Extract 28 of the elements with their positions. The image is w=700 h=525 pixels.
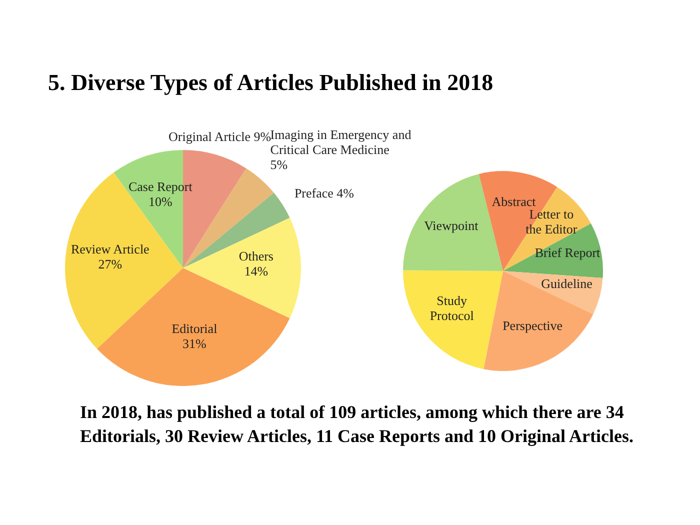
data-label: 10% xyxy=(148,194,172,209)
slice-label: Review Article xyxy=(70,242,150,257)
data-label: 5% xyxy=(270,156,288,172)
data-label: 31% xyxy=(182,336,207,351)
chart-title: 5. Diverse Types of Articles Published in 2018 xyxy=(48,70,494,96)
pie-slice xyxy=(403,270,503,370)
slice-label: Imaging in Emergency and Critical Care Medicine xyxy=(270,126,412,157)
data-label: 27% xyxy=(98,256,122,272)
slice-label: Abstract xyxy=(492,194,536,209)
slice-label: Study Protocol xyxy=(430,293,474,324)
text: In 2018, has published a total of 109 articles, among which there are 34 Editorials, 30 Review Articles, 11 Case Reports and 10 Original Articles. xyxy=(80,401,634,448)
pie-slice xyxy=(503,223,603,278)
slice-label: Preface 4% xyxy=(294,185,354,200)
slice-label: Perspective xyxy=(502,318,563,334)
slice-label: Brief Report xyxy=(534,245,601,260)
slice-label: Guideline xyxy=(541,276,593,291)
slice-label: Viewpoint xyxy=(424,218,479,234)
slice-label: Original Article 9% xyxy=(168,129,272,144)
slice-label: Editorial xyxy=(172,320,218,336)
data-label: 14% xyxy=(244,264,268,278)
slice-label: Letter to the Editor xyxy=(526,206,578,237)
slice-label: Others xyxy=(238,248,274,264)
pie-slice xyxy=(183,218,301,318)
pie-slice xyxy=(484,271,594,371)
slice-label: Case Report xyxy=(128,178,193,194)
pie-slice xyxy=(503,271,603,314)
pie-slice xyxy=(96,268,290,386)
pie-slice xyxy=(183,192,290,268)
